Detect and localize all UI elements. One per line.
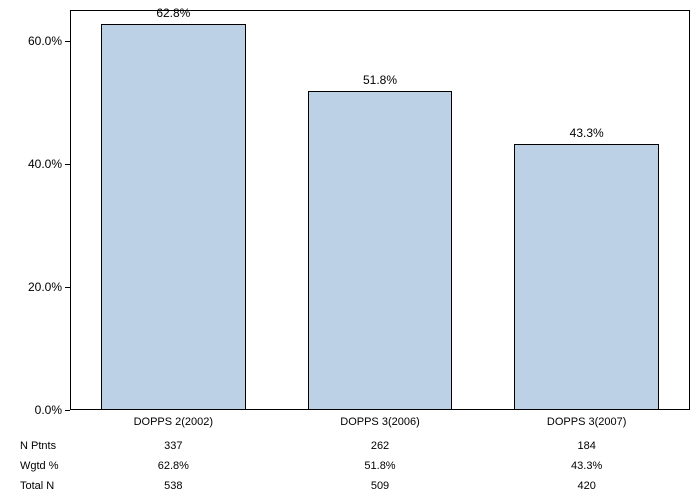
bar-value-label: 43.3% (570, 126, 604, 140)
bar (101, 24, 246, 410)
table-cell: 337 (164, 440, 182, 452)
bar (514, 144, 659, 410)
table-cell: 184 (577, 440, 595, 452)
y-axis-label: 60.0% (28, 34, 62, 48)
table-cell: 51.8% (364, 460, 395, 472)
table-row-label: N Ptnts (20, 440, 56, 452)
bar-value-label: 62.8% (156, 6, 190, 20)
y-axis-label: 20.0% (28, 280, 62, 294)
bar (308, 91, 453, 410)
y-tick (65, 410, 70, 411)
table-row-label: Total N (20, 480, 54, 492)
y-tick (65, 164, 70, 165)
table-cell: 43.3% (571, 460, 602, 472)
x-category-label: DOPPS 2(2002) (134, 416, 213, 428)
table-row-label: Wgtd % (20, 460, 59, 472)
bar-value-label: 51.8% (363, 73, 397, 87)
table-cell: 538 (164, 480, 182, 492)
chart-container: 0.0% 20.0% 40.0% 60.0% 62.8% DOPPS 2(2002) 51.… (0, 0, 700, 500)
y-axis-label: 40.0% (28, 157, 62, 171)
x-category-label: DOPPS 3(2006) (340, 416, 419, 428)
y-axis-label: 0.0% (35, 403, 62, 417)
table-cell: 420 (577, 480, 595, 492)
table-cell: 509 (371, 480, 389, 492)
table-cell: 62.8% (158, 460, 189, 472)
y-tick (65, 41, 70, 42)
table-cell: 262 (371, 440, 389, 452)
x-category-label: DOPPS 3(2007) (547, 416, 626, 428)
y-tick (65, 287, 70, 288)
